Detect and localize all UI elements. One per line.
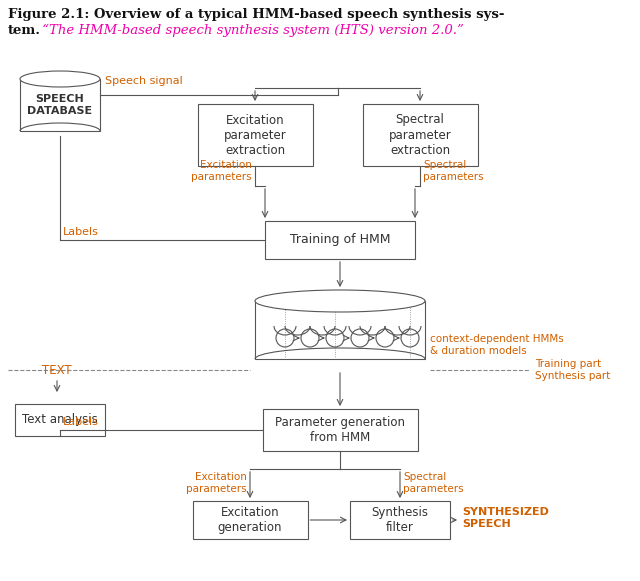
Text: Excitation
parameters: Excitation parameters [191, 160, 252, 182]
Text: Labels: Labels [63, 417, 99, 427]
Text: SYNTHESIZED
SPEECH: SYNTHESIZED SPEECH [462, 507, 549, 529]
Text: tem.: tem. [8, 24, 41, 37]
Text: context-dependent HMMs
& duration models: context-dependent HMMs & duration models [430, 334, 564, 356]
Ellipse shape [255, 290, 425, 312]
Text: SPEECH
DATABASE: SPEECH DATABASE [28, 94, 93, 116]
Ellipse shape [20, 71, 100, 87]
Text: Synthesis
filter: Synthesis filter [371, 506, 429, 534]
Bar [350, 501, 450, 539]
Bar [15, 404, 105, 436]
Text: Training of HMM: Training of HMM [290, 234, 390, 246]
Text: “The HMM-based speech synthesis system (HTS) version 2.0.”: “The HMM-based speech synthesis system (… [38, 24, 464, 37]
Text: Training part: Training part [535, 359, 601, 369]
Bar [193, 501, 307, 539]
Bar [255, 301, 425, 359]
Text: Spectral
parameter
extraction: Spectral parameter extraction [388, 113, 451, 156]
Text: Synthesis part: Synthesis part [535, 371, 611, 381]
Bar [20, 79, 100, 131]
Text: Labels: Labels [63, 227, 99, 237]
Text: Spectral
parameters: Spectral parameters [403, 472, 463, 494]
Text: Excitation
parameter
extraction: Excitation parameter extraction [223, 113, 286, 156]
Text: Speech signal: Speech signal [105, 76, 183, 86]
Text: Excitation
generation: Excitation generation [218, 506, 282, 534]
Bar [198, 104, 312, 166]
Bar [265, 221, 415, 259]
Text: Text analysis: Text analysis [22, 414, 98, 426]
Text: TEXT: TEXT [42, 364, 72, 376]
Bar [262, 409, 417, 451]
Text: Figure 2.1: Overview of a typical HMM-based speech synthesis sys-: Figure 2.1: Overview of a typical HMM-ba… [8, 8, 504, 21]
Bar [362, 104, 477, 166]
Text: Excitation
parameters: Excitation parameters [186, 472, 247, 494]
Text: Parameter generation
from HMM: Parameter generation from HMM [275, 416, 405, 444]
Text: Spectral
parameters: Spectral parameters [423, 160, 484, 182]
